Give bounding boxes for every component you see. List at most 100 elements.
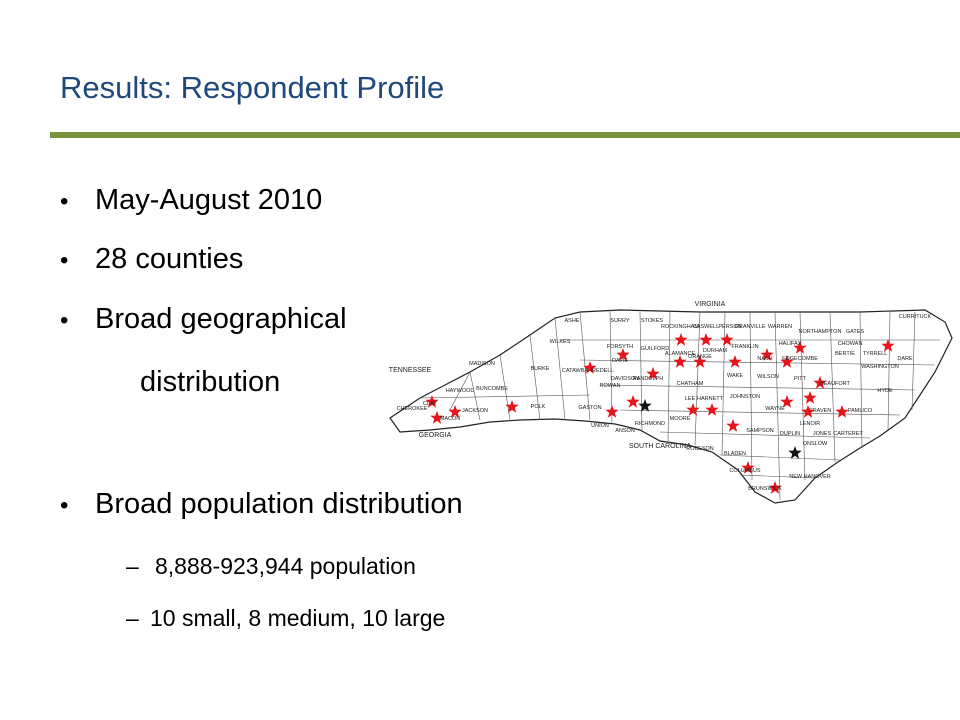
county-label: CHEROKEE [397, 406, 428, 412]
county-border [739, 474, 816, 479]
county-label: WILSON [757, 374, 779, 380]
county-label: HARNETT [697, 396, 724, 402]
county-label: RICHMOND [635, 421, 665, 427]
star-marker [788, 446, 802, 459]
star-marker [801, 405, 815, 418]
county-label: CASWELL [693, 324, 719, 330]
star-marker [793, 341, 807, 354]
star-marker [726, 419, 740, 432]
county-border [469, 371, 481, 421]
star-marker [813, 376, 827, 389]
county-label: BUNCOMBE [476, 386, 508, 392]
county-border [721, 311, 726, 456]
star-marker [728, 355, 742, 368]
bullet-dot: • [60, 492, 69, 519]
county-label: STOKES [641, 318, 664, 324]
state-label: SOUTH CAROLINA [629, 443, 692, 450]
county-label: PITT [794, 376, 807, 382]
county-label: SAMPSON [746, 428, 774, 434]
county-label: RANDOLPH [633, 376, 664, 382]
county-label: EDGECOMBE [782, 356, 818, 362]
star-marker [505, 400, 519, 413]
star-marker [705, 403, 719, 416]
county-label: NEW HANOVER [789, 474, 831, 480]
county-label: BLADEN [724, 451, 746, 457]
county-label: NASH [757, 356, 772, 362]
county-border [619, 409, 901, 416]
star-marker [673, 355, 687, 368]
county-label: CURRITUCK [899, 314, 932, 320]
county-label: ASHE [565, 318, 580, 324]
bullet: Broad geographical [95, 303, 347, 335]
county-border [887, 311, 891, 431]
star-marker [638, 399, 652, 412]
county-label: WARREN [768, 324, 792, 330]
county-border [529, 334, 541, 421]
county-border [579, 359, 936, 366]
county-border [599, 384, 916, 391]
county-label: LENOIR [800, 421, 821, 427]
state-outline [389, 309, 953, 504]
star-marker [760, 348, 774, 361]
bullet: May-August 2010 [95, 184, 323, 216]
county-label: LEE [685, 396, 696, 402]
bullet-continuation: distribution [140, 366, 281, 398]
bullet-dot: • [60, 307, 69, 334]
county-label: ROBESON [686, 446, 714, 452]
county-label: MACON [440, 416, 461, 422]
star-marker [699, 333, 713, 346]
star-marker [646, 367, 660, 380]
bullet: Broad population distribution [95, 488, 463, 520]
sub-bullet: 8,888-923,944 population [155, 553, 416, 579]
sub-bullet: 10 small, 8 medium, 10 large [150, 605, 446, 631]
site-markers [425, 333, 895, 494]
county-label: TYRRELL [863, 351, 888, 357]
county-label: CLAY [423, 401, 437, 407]
county-label: FORSYTH [607, 344, 633, 350]
county-label: CHATHAM [677, 381, 704, 387]
county-label: JOHNSTON [730, 394, 760, 400]
county-label: BURKE [531, 366, 550, 372]
sub-dash: – [126, 553, 139, 579]
county-label: MADISON [469, 361, 495, 367]
star-marker [693, 355, 707, 368]
star-marker [430, 411, 444, 424]
county-label: ROCKINGHAM [661, 324, 699, 330]
county-label: DAVIDSON [611, 376, 639, 382]
county-label: GRANVILLE [735, 324, 766, 330]
county-label: DARE [897, 356, 913, 362]
star-marker [605, 405, 619, 418]
star-marker [803, 391, 817, 404]
county-borders [419, 309, 940, 501]
county-label: DAVIE [612, 358, 628, 364]
county-border [449, 371, 471, 411]
county-label: WAYNE [765, 406, 785, 412]
star-marker [425, 395, 439, 408]
county-label: UNION [591, 423, 609, 429]
county-label: ROWAN [600, 383, 621, 389]
county-border [859, 311, 863, 449]
star-marker [448, 405, 462, 418]
star-marker [626, 395, 640, 408]
county-label: CARTERET [833, 431, 863, 437]
county-border [694, 311, 701, 446]
county-border [911, 311, 916, 411]
county-label: BERTIE [835, 351, 855, 357]
county-label: SURRY [610, 318, 629, 324]
county-label: GUILFORD [641, 346, 669, 352]
county-label: NORTHAMPTON [799, 329, 842, 335]
county-label: HAYWOOD [446, 388, 475, 394]
county-label: POLK [531, 404, 546, 410]
county-border [609, 309, 613, 425]
county-label: ANSON [615, 428, 635, 434]
title-rule [50, 132, 960, 138]
county-label: HYDE [877, 388, 893, 394]
county-label: DUPLIN [780, 431, 800, 437]
county-label: ALAMANCE [665, 351, 696, 357]
county-label: WAKE [727, 373, 743, 379]
star-marker [741, 461, 755, 474]
county-label: PAMLICO [848, 408, 873, 414]
slide-title: Results: Respondent Profile [60, 70, 445, 105]
